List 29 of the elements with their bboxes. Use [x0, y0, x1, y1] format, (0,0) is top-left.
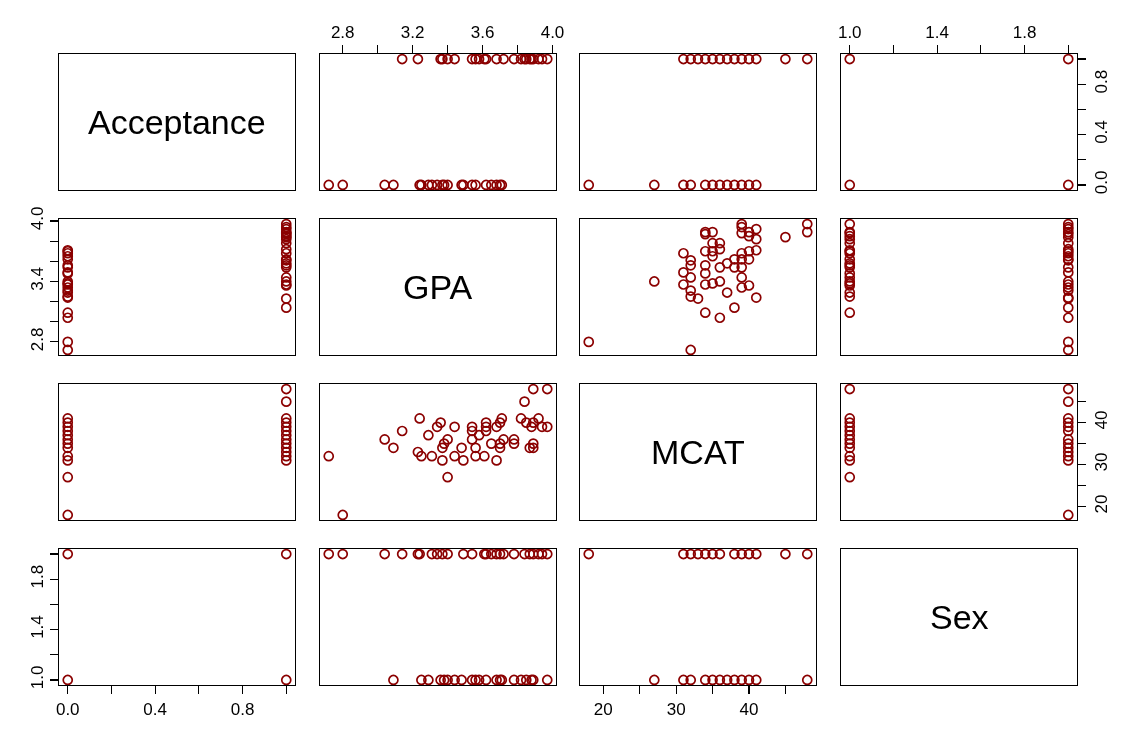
x-tick-label: 0.8: [230, 699, 255, 719]
text: Acceptance: [88, 103, 266, 141]
y-tick-label: 0.0: [1091, 170, 1111, 195]
y-tick-label: 2.8: [27, 327, 47, 352]
x-tick-label: 4.0: [540, 22, 565, 42]
x-tick-label: 1.8: [1012, 22, 1037, 42]
x-tick-label: 30: [666, 699, 686, 719]
x-tick-label: 40: [739, 699, 759, 719]
y-tick-label: 1.0: [27, 665, 47, 690]
y-tick-label: 0.8: [1091, 69, 1111, 94]
x-tick-label: 1.0: [837, 22, 862, 42]
y-tick-label: 3.4: [27, 267, 47, 291]
x-tick-label: 2.8: [330, 22, 355, 42]
text: MCAT: [651, 433, 745, 471]
y-tick-label: 0.4: [1091, 120, 1111, 144]
y-tick-label: 4.0: [27, 206, 47, 231]
x-tick-label: 0.4: [143, 699, 167, 719]
x-tick-label: 3.2: [400, 22, 425, 42]
y-tick-label: 20: [1091, 494, 1111, 514]
y-tick-label: 1.8: [27, 564, 47, 589]
y-tick-label: 1.4: [27, 615, 47, 639]
x-tick-label: 0.0: [55, 699, 80, 719]
y-tick-label: 30: [1091, 452, 1111, 472]
x-tick-label: 3.6: [470, 22, 495, 42]
text: GPA: [403, 268, 473, 306]
y-tick-label: 40: [1091, 410, 1111, 430]
x-tick-label: 1.4: [925, 22, 949, 42]
x-tick-label: 20: [593, 699, 613, 719]
text: Sex: [930, 598, 989, 636]
